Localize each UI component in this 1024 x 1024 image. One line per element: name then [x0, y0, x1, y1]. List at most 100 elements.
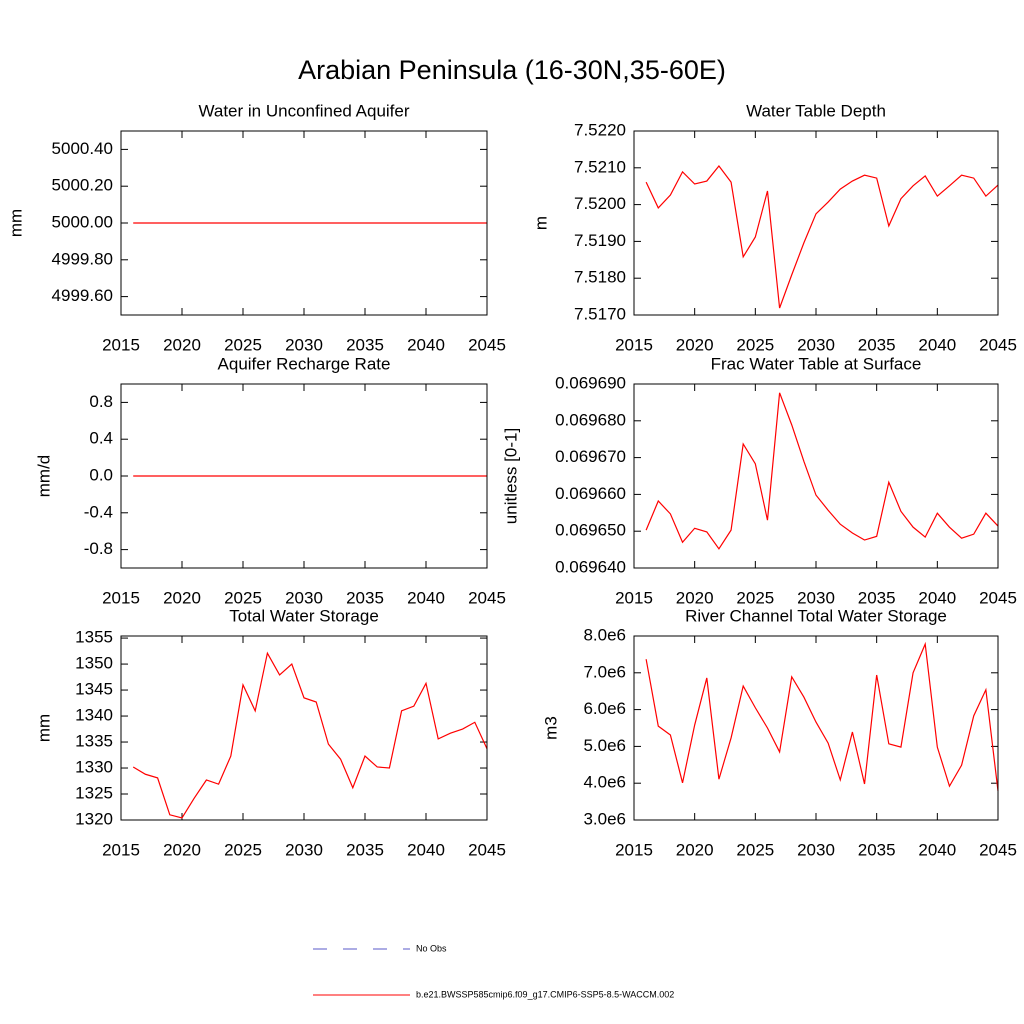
y-tick-label: 7.5170: [574, 304, 626, 323]
x-tick-label: 2020: [676, 588, 714, 607]
y-tick-label: 1345: [75, 680, 113, 699]
y-tick-label: 7.5220: [574, 120, 626, 139]
y-tick-label: 0.8: [89, 392, 113, 411]
x-tick-label: 2035: [858, 335, 896, 354]
y-tick-label: 7.5200: [574, 194, 626, 213]
y-tick-label: 0.4: [89, 429, 113, 448]
x-tick-label: 2025: [224, 588, 262, 607]
legend-label: No Obs: [416, 943, 447, 953]
x-tick-label: 2030: [285, 588, 323, 607]
y-tick-label: 1335: [75, 732, 113, 751]
panel-title: Water in Unconfined Aquifer: [198, 101, 409, 120]
x-tick-label: 2030: [797, 840, 835, 859]
x-tick-label: 2030: [285, 840, 323, 859]
y-tick-label: 0.069670: [555, 447, 626, 466]
x-tick-label: 2025: [224, 335, 262, 354]
x-tick-label: 2040: [407, 840, 445, 859]
panel: Water in Unconfined Aquifer mm 2015 2020 202…: [6, 101, 505, 354]
y-tick-label: 1350: [75, 654, 113, 673]
panel: Water Table Depth m 2015 2020 2025 2030 2035 20…: [531, 101, 1016, 354]
x-tick-label: 2015: [615, 840, 653, 859]
plot-frame: [120, 635, 488, 821]
y-tick-label: 4.0e6: [583, 773, 626, 792]
data-line: [645, 392, 999, 550]
plot-frame: [633, 383, 999, 569]
plot-frame: [633, 130, 999, 316]
y-tick-label: 7.5180: [574, 268, 626, 287]
panel: Frac Water Table at Surface unitless [0-1…: [501, 354, 1016, 607]
y-tick-label: 1330: [75, 758, 113, 777]
x-tick-label: 2045: [979, 335, 1017, 354]
x-tick-label: 2040: [918, 588, 956, 607]
x-tick-label: 2045: [468, 588, 506, 607]
y-axis-label: mm: [6, 209, 25, 237]
panel-title: Water Table Depth: [746, 101, 886, 120]
y-tick-label: 5000.00: [52, 212, 113, 231]
panel: River Channel Total Water Storage m3 2015 2…: [541, 606, 1016, 859]
panel-title: Total Water Storage: [229, 606, 379, 625]
panel-title: Frac Water Table at Surface: [711, 354, 922, 373]
x-tick-label: 2045: [979, 588, 1017, 607]
y-axis-label: m: [531, 216, 550, 230]
y-tick-label: 1355: [75, 628, 113, 647]
y-tick-label: 6.0e6: [583, 699, 626, 718]
y-tick-label: 1325: [75, 783, 113, 802]
figure-title: Arabian Peninsula (16-30N,35-60E): [298, 55, 726, 85]
plot-frame: [120, 130, 488, 316]
y-tick-label: 4999.80: [52, 249, 113, 268]
y-tick-label: 0.069690: [555, 373, 626, 392]
x-tick-label: 2025: [736, 335, 774, 354]
x-tick-label: 2030: [797, 335, 835, 354]
x-tick-label: 2015: [102, 588, 140, 607]
x-tick-label: 2020: [163, 840, 201, 859]
x-tick-label: 2035: [346, 840, 384, 859]
y-tick-label: 4999.60: [52, 286, 113, 305]
data-line: [645, 164, 999, 309]
x-tick-label: 2035: [858, 588, 896, 607]
x-tick-label: 2035: [346, 588, 384, 607]
x-tick-label: 2020: [163, 588, 201, 607]
y-axis-label: mm/d: [34, 455, 53, 498]
data-line: [645, 641, 999, 792]
x-tick-label: 2045: [468, 840, 506, 859]
y-tick-label: 0.069650: [555, 521, 626, 540]
y-tick-label: 5.0e6: [583, 736, 626, 755]
y-axis-label: m3: [541, 716, 560, 740]
x-tick-label: 2040: [918, 840, 956, 859]
x-tick-label: 2025: [736, 840, 774, 859]
data-line: [132, 651, 488, 819]
y-tick-label: 3.0e6: [583, 809, 626, 828]
x-tick-label: 2015: [615, 335, 653, 354]
y-tick-label: 0.069640: [555, 557, 626, 576]
x-tick-label: 2035: [346, 335, 384, 354]
y-tick-label: 8.0e6: [583, 625, 626, 644]
plot-frame: [120, 383, 488, 569]
x-tick-label: 2035: [858, 840, 896, 859]
x-tick-label: 2040: [407, 588, 445, 607]
panel-title: Aquifer Recharge Rate: [218, 354, 391, 373]
y-axis-label: unitless [0-1]: [501, 428, 520, 524]
x-tick-label: 2025: [736, 588, 774, 607]
y-tick-label: 0.0: [89, 465, 113, 484]
x-tick-label: 2025: [224, 840, 262, 859]
x-tick-label: 2015: [102, 335, 140, 354]
plot-frame: [633, 635, 999, 821]
x-tick-label: 2020: [676, 335, 714, 354]
legend-label: b.e21.BWSSP585cmip6.f09_g17.CMIP6-SSP5-8…: [416, 989, 674, 999]
y-tick-label: 7.5210: [574, 157, 626, 176]
y-tick-label: 1340: [75, 706, 113, 725]
y-tick-label: -0.4: [84, 502, 113, 521]
y-tick-label: -0.8: [84, 539, 113, 558]
y-tick-label: 5000.40: [52, 139, 113, 158]
y-tick-label: 5000.20: [52, 176, 113, 195]
y-tick-label: 7.0e6: [583, 662, 626, 681]
x-tick-label: 2020: [676, 840, 714, 859]
x-tick-label: 2030: [797, 588, 835, 607]
x-tick-label: 2015: [615, 588, 653, 607]
y-tick-label: 1320: [75, 809, 113, 828]
y-tick-label: 7.5190: [574, 231, 626, 250]
panel: Total Water Storage mm 2015 2020 2025 2030 203…: [34, 606, 505, 859]
y-axis-label: mm: [34, 714, 53, 742]
